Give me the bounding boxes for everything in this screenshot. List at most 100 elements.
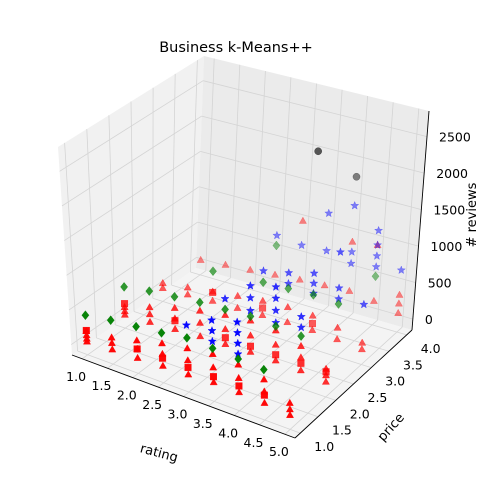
data-point-star	[334, 283, 344, 292]
grid-line-y-floor	[171, 284, 390, 352]
data-point-star	[271, 305, 281, 315]
data-point-diamond	[334, 299, 343, 309]
data-point-square	[209, 373, 217, 381]
data-point-triangle	[209, 378, 218, 386]
grid-line-x-back	[303, 83, 317, 300]
data-point-triangle	[283, 317, 292, 325]
data-point-diamond	[183, 333, 191, 343]
data-point-triangle	[82, 331, 91, 339]
data-point-square	[260, 391, 268, 399]
data-point-diamond	[209, 266, 217, 277]
x-tick-label: 2.5	[142, 397, 162, 412]
data-point-square	[247, 342, 255, 350]
data-point-diamond	[271, 321, 280, 332]
data-point-diamond	[132, 321, 140, 332]
data-point-triangle	[258, 310, 267, 318]
data-point-triangle	[258, 296, 267, 304]
data-point-triangle	[394, 299, 403, 307]
data-point-triangle	[183, 356, 192, 364]
data-point-star	[322, 246, 332, 255]
y-tick-label: 1.5	[332, 423, 352, 438]
data-point-triangle	[158, 283, 167, 291]
data-point-triangle	[184, 370, 193, 378]
data-point-triangle	[158, 278, 167, 286]
data-point-triangle	[208, 296, 217, 304]
grid-line-z-left	[71, 257, 197, 345]
z-tick-label: 2500	[439, 130, 471, 145]
grid-line-z-left	[59, 80, 204, 172]
data-point-square	[171, 317, 179, 325]
data-points	[81, 147, 406, 418]
y-axis-line	[294, 329, 413, 439]
data-point-triangle	[171, 324, 180, 332]
data-point-star	[207, 315, 217, 325]
data-point-star	[258, 266, 269, 275]
data-point-triangle	[133, 353, 142, 361]
x-tick-label: 3.0	[168, 407, 188, 422]
data-point-star	[396, 265, 406, 274]
grid-line-x-back	[352, 95, 368, 314]
data-point-triangle	[209, 363, 218, 371]
data-point-triangle	[108, 345, 117, 353]
data-point-triangle	[333, 323, 342, 331]
data-point-star	[232, 317, 242, 326]
grid-line-y-floor	[152, 297, 372, 368]
left-pane	[58, 56, 204, 355]
y-tick-label: 1.0	[314, 439, 334, 454]
data-point-triangle	[132, 336, 141, 344]
data-point-square	[209, 288, 217, 296]
data-point-triangle	[308, 325, 317, 333]
axes-panes	[58, 56, 429, 438]
grid-line-z-back	[198, 186, 419, 247]
y-tick-label: 3.5	[403, 357, 423, 372]
data-point-triangle	[395, 290, 404, 298]
data-point-diamond	[234, 354, 243, 364]
data-point-star	[359, 299, 369, 309]
grid-line-y-left	[86, 129, 97, 338]
data-point-diamond	[284, 283, 293, 294]
data-point-triangle	[298, 216, 307, 224]
data-point-square	[221, 334, 229, 342]
x-tick-label: 2.0	[117, 388, 137, 403]
grid-line-z-left	[66, 186, 200, 276]
data-point-star	[350, 200, 360, 210]
data-point-triangle	[221, 310, 230, 318]
data-point-triangle	[195, 306, 204, 314]
data-point-triangle	[170, 303, 179, 311]
data-point-star	[372, 251, 382, 260]
data-point-triangle	[285, 398, 294, 406]
data-point-triangle	[308, 311, 317, 319]
data-point-triangle	[120, 310, 129, 318]
data-point-triangle	[333, 335, 342, 343]
x-tick-label: 3.5	[193, 416, 213, 431]
data-point-triangle	[107, 333, 116, 341]
data-point-square	[272, 351, 280, 359]
data-point-diamond	[106, 315, 115, 326]
data-point-star	[271, 282, 281, 291]
y-tick-label: 4.0	[421, 341, 441, 356]
data-point-triangle	[271, 340, 280, 348]
data-point-diamond	[120, 282, 128, 292]
x-tick-label: 4.0	[218, 425, 238, 440]
grid-line-z-back	[203, 80, 428, 137]
grid-line-y-floor	[96, 337, 319, 418]
data-point-star	[272, 230, 282, 240]
data-point-diamond	[246, 311, 255, 322]
data-point-triangle	[221, 324, 230, 332]
tick-labels: 1.01.52.02.53.03.54.04.55.0 1.01.52.02.53…	[66, 130, 471, 460]
grid-line-x-back	[230, 64, 241, 278]
data-point-star	[207, 326, 217, 335]
data-point-triangle	[234, 360, 243, 368]
data-point-triangle	[107, 338, 116, 346]
x-tick-label: 4.5	[244, 435, 264, 450]
data-point-triangle	[357, 345, 366, 353]
grid-line-z-back	[197, 221, 416, 283]
data-point-triangle	[246, 331, 255, 339]
data-point-triangle	[233, 291, 242, 299]
grid-line-x-back	[377, 102, 394, 321]
data-point-star	[335, 247, 345, 256]
data-point-square	[121, 300, 129, 308]
z-tick-label: 1000	[431, 239, 463, 254]
grid-line-z-left	[61, 115, 202, 207]
data-point-triangle	[348, 237, 357, 245]
